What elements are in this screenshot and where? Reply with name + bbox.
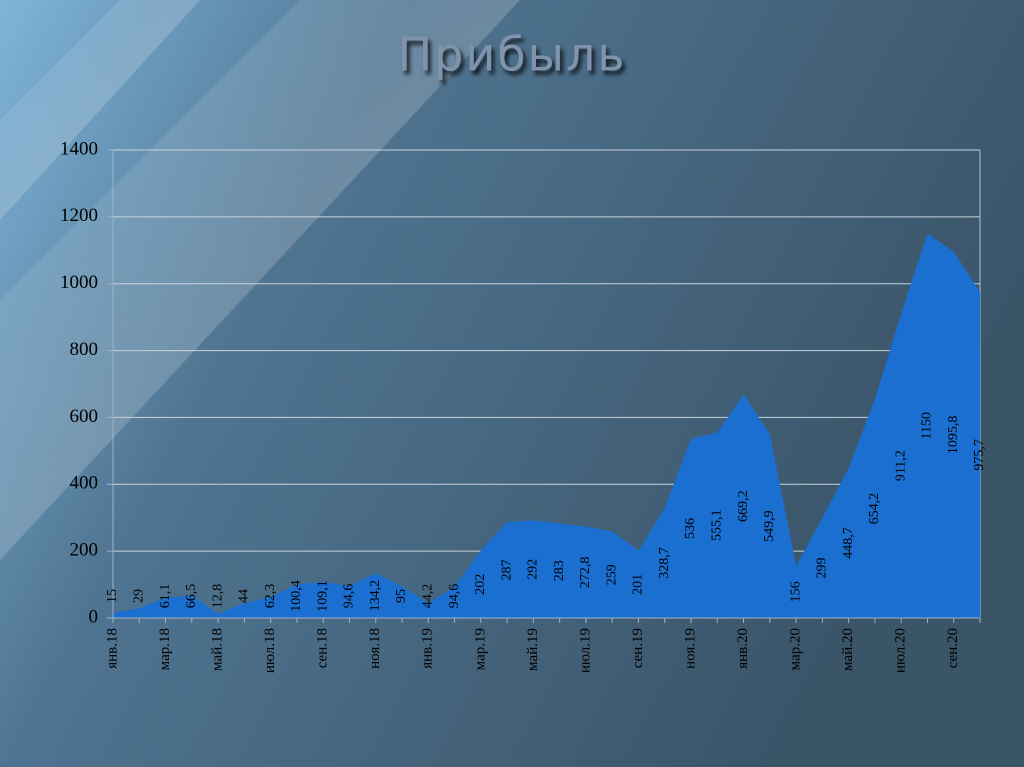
value-label: 975,7	[972, 439, 987, 471]
value-label: 44,2	[420, 584, 435, 609]
value-label: 536	[683, 518, 698, 539]
value-label: 911,2	[893, 450, 908, 481]
y-tick-label: 600	[70, 406, 99, 427]
value-label: 29	[131, 589, 146, 603]
x-tick-label: май.18	[210, 628, 226, 671]
chart-title: Прибыль	[398, 28, 627, 82]
value-label: 100,4	[289, 580, 304, 612]
value-label: 654,2	[867, 493, 882, 525]
y-tick-label: 1000	[60, 272, 98, 293]
value-label: 66,5	[184, 584, 199, 609]
y-tick-label: 200	[70, 540, 99, 561]
x-tick-label: июл.20	[893, 628, 909, 673]
y-tick-label: 800	[70, 339, 99, 360]
x-tick-label: сен.20	[945, 628, 961, 668]
value-label: 15	[105, 589, 120, 603]
value-label: 156	[788, 581, 803, 602]
value-label: 94,6	[447, 584, 462, 609]
x-tick-label: янв.20	[735, 628, 751, 669]
y-tick-label: 400	[70, 473, 99, 494]
x-tick-label: сен.19	[630, 628, 646, 668]
x-tick-label: сен.18	[315, 628, 331, 668]
value-label: 109,1	[315, 580, 330, 612]
x-tick-label: ноя.18	[367, 628, 383, 669]
x-tick-label: мар.20	[788, 628, 804, 670]
value-label: 1150	[920, 412, 935, 439]
x-tick-label: мар.19	[472, 628, 488, 670]
x-tick-label: ноя.19	[682, 628, 698, 669]
value-label: 669,2	[736, 490, 751, 522]
x-tick-label: май.19	[525, 628, 541, 671]
value-label: 272,8	[578, 557, 593, 589]
value-label: 1095,8	[946, 416, 961, 455]
value-label: 44	[237, 589, 252, 603]
y-tick-label: 1200	[60, 205, 98, 226]
value-label: 448,7	[841, 527, 856, 559]
x-tick-label: май.20	[840, 628, 856, 671]
value-label: 283	[552, 560, 567, 581]
y-tick-label: 1400	[60, 138, 98, 159]
value-label: 328,7	[657, 547, 672, 579]
value-label: 134,2	[368, 580, 383, 612]
value-label: 549,9	[762, 510, 777, 542]
value-label: 555,1	[709, 509, 724, 541]
y-tick-label: 0	[89, 606, 99, 627]
x-tick-label: мар.18	[157, 628, 173, 670]
value-label: 62,3	[263, 584, 278, 609]
light-streak	[0, 0, 520, 560]
value-label: 292	[526, 559, 541, 580]
value-label: 94,6	[342, 584, 357, 609]
value-label: 299	[815, 558, 830, 579]
value-label: 287	[499, 560, 514, 581]
value-label: 259	[604, 564, 619, 585]
x-tick-label: июл.19	[577, 628, 593, 673]
value-label: 95	[394, 589, 409, 603]
x-tick-label: янв.19	[420, 628, 436, 669]
x-tick-label: янв.18	[104, 628, 120, 669]
light-streak	[0, 0, 200, 220]
x-tick-label: июл.18	[262, 628, 278, 673]
value-label: 202	[473, 574, 488, 595]
value-label: 12,8	[210, 584, 225, 609]
value-label: 61,1	[158, 584, 173, 609]
area	[113, 233, 980, 619]
value-label: 201	[631, 574, 646, 595]
